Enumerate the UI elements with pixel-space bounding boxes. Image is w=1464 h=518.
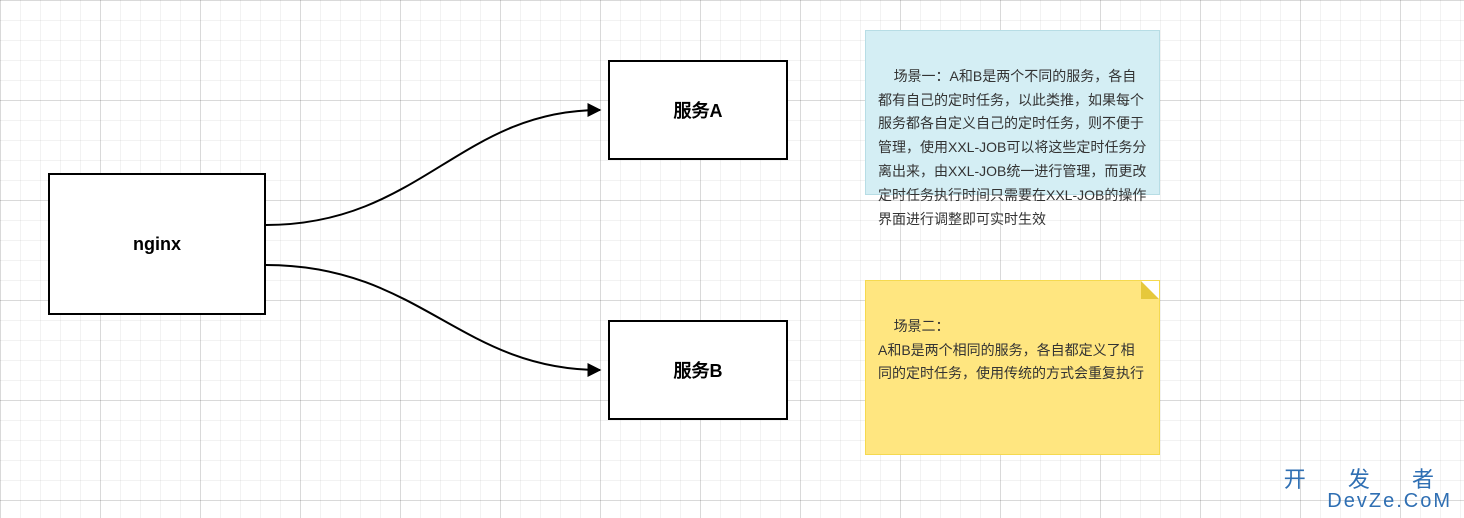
diagram-canvas: nginx 服务A 服务B 场景一：A和B是两个不同的服务，各自都有自己的定时任… bbox=[0, 0, 1464, 518]
node-service-b-label: 服务B bbox=[674, 357, 723, 383]
watermark-line1: 开 发 者 bbox=[1284, 468, 1452, 491]
note-scenario-1-text: 场景一：A和B是两个不同的服务，各自都有自己的定时任务，以此类推，如果每个服务都… bbox=[878, 68, 1146, 227]
node-service-a-label: 服务A bbox=[674, 97, 723, 123]
note-scenario-2-text: 场景二： A和B是两个相同的服务，各自都定义了相同的定时任务，使用传统的方式会重… bbox=[878, 318, 1144, 382]
node-nginx: nginx bbox=[48, 173, 266, 315]
watermark: 开 发 者 DevZe.CoM bbox=[1284, 468, 1452, 512]
node-service-a: 服务A bbox=[608, 60, 788, 160]
note-scenario-1: 场景一：A和B是两个不同的服务，各自都有自己的定时任务，以此类推，如果每个服务都… bbox=[865, 30, 1160, 195]
node-service-b: 服务B bbox=[608, 320, 788, 420]
watermark-line2: DevZe.CoM bbox=[1284, 491, 1452, 512]
node-nginx-label: nginx bbox=[133, 234, 181, 255]
note-scenario-2: 场景二： A和B是两个相同的服务，各自都定义了相同的定时任务，使用传统的方式会重… bbox=[865, 280, 1160, 455]
